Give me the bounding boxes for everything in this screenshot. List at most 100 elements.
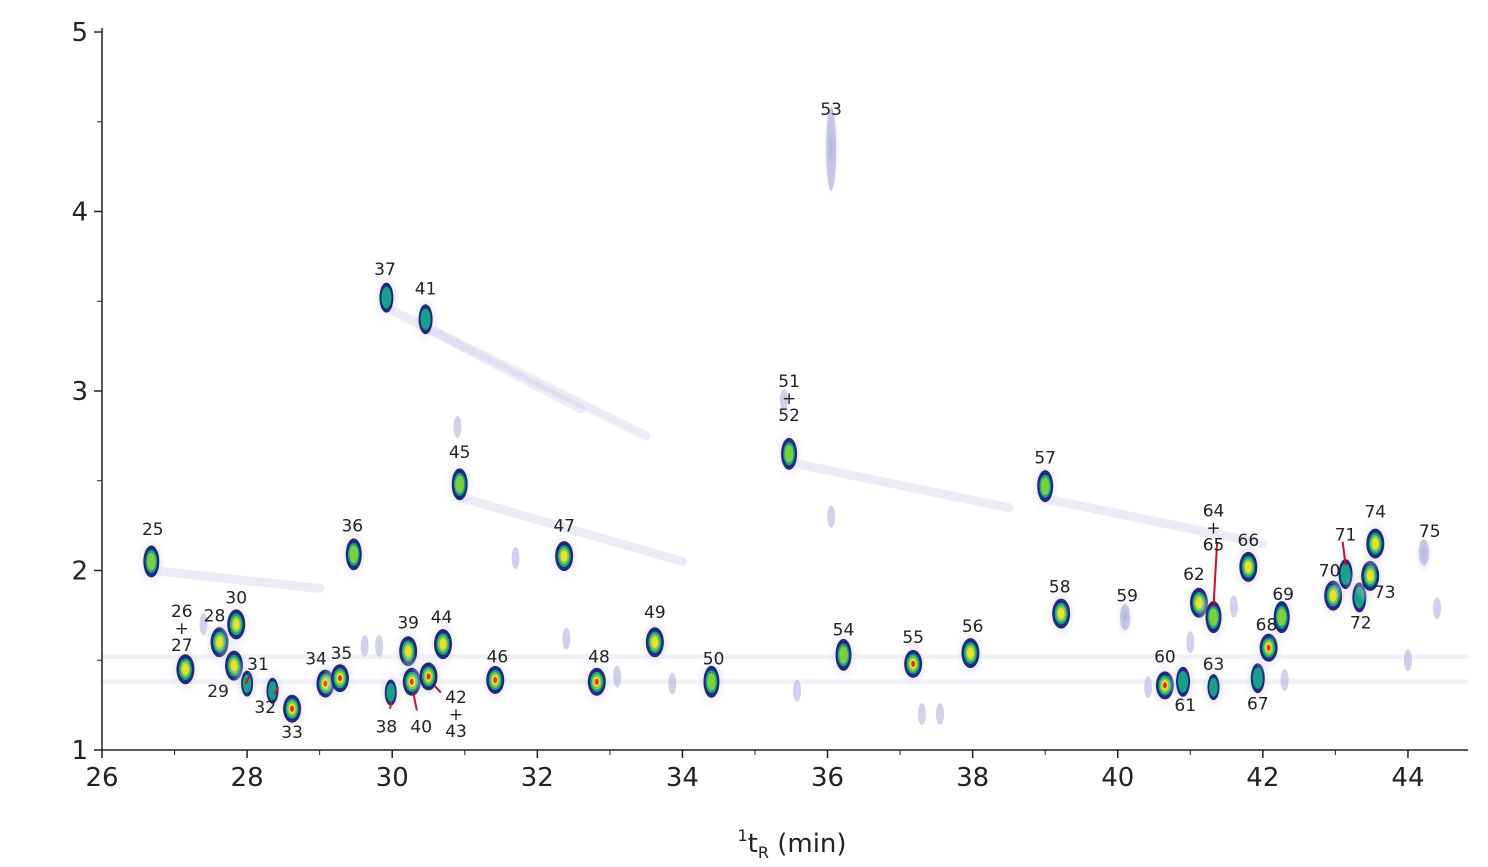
peak-contour <box>1277 608 1287 626</box>
peak-label-39: 39 <box>397 614 419 634</box>
x-tick-label: 42 <box>1246 763 1279 793</box>
peak-label-35: 35 <box>331 644 353 664</box>
peak-contour <box>242 674 252 693</box>
peak-label-57: 57 <box>1034 448 1056 468</box>
peak-59 <box>1115 592 1135 643</box>
peak-label-60: 60 <box>1154 648 1176 668</box>
peak-label-66: 66 <box>1238 531 1260 551</box>
peak-label-64+65: + <box>1206 518 1220 538</box>
peak-label-62: 62 <box>1183 565 1205 585</box>
peak-contour <box>439 638 447 650</box>
peak-31 <box>232 656 263 711</box>
peak-58 <box>1043 584 1080 643</box>
peak-44 <box>425 615 461 674</box>
background-streak <box>148 566 325 593</box>
peak-contour <box>232 618 240 631</box>
peak-46 <box>477 651 514 708</box>
peak-37 <box>370 268 403 327</box>
x-tick-label: 34 <box>666 763 699 793</box>
peak-label-49: 49 <box>644 603 666 623</box>
peak-halo <box>1115 592 1135 643</box>
peak-contour <box>967 647 974 659</box>
peak-label-28: 28 <box>204 606 226 626</box>
x-tick-label: 30 <box>376 763 409 793</box>
peaks-layer <box>134 94 1434 737</box>
y-tick-label: 4 <box>71 198 88 228</box>
peak-36 <box>336 524 371 585</box>
peak-56 <box>952 624 989 683</box>
peak-contour <box>381 286 392 309</box>
y-tick-label: 5 <box>71 18 88 48</box>
x-tick-label: 26 <box>85 763 118 793</box>
peak-contour <box>420 308 431 331</box>
x-tick-label: 44 <box>1391 763 1424 793</box>
background-spot <box>935 703 944 726</box>
x-tick-label: 32 <box>521 763 554 793</box>
peak-contour <box>1040 477 1050 495</box>
peak-label-40: 40 <box>410 718 432 738</box>
peak-label-32: 32 <box>254 698 276 718</box>
peak-64+65 <box>1196 587 1231 648</box>
peak-label-30: 30 <box>225 588 247 608</box>
x-tick-label: 36 <box>811 763 844 793</box>
peak-contour <box>1178 670 1189 693</box>
peak-61 <box>1167 652 1200 711</box>
leader-line-71 <box>1341 541 1347 566</box>
peak-label-69: 69 <box>1272 585 1294 605</box>
peak-47 <box>546 527 583 586</box>
peak-label-51+52: 52 <box>778 406 800 426</box>
peak-69 <box>1264 587 1299 648</box>
peak-contour <box>146 552 156 571</box>
leader-line-40 <box>412 692 418 711</box>
peak-contour <box>1244 561 1252 573</box>
background-spot <box>793 679 802 702</box>
peak-label-26+27: 27 <box>171 636 193 656</box>
peak-75 <box>1413 527 1434 578</box>
peak-33 <box>274 680 311 737</box>
peak-contour <box>386 683 396 702</box>
leader-line-38 <box>389 701 393 709</box>
peak-label-38: 38 <box>376 718 398 738</box>
peak-contour <box>1252 667 1263 689</box>
peak-label-26+27: 26 <box>171 602 193 622</box>
peak-label-68: 68 <box>1256 615 1278 635</box>
background-spot <box>917 703 926 726</box>
background-streak <box>786 458 1014 513</box>
peak-48 <box>578 653 615 710</box>
peak-label-63: 63 <box>1203 655 1225 675</box>
peak-50 <box>694 651 729 712</box>
peak-contour <box>1266 644 1271 651</box>
peak-contour <box>1057 607 1065 620</box>
peak-label-46: 46 <box>487 648 509 668</box>
background-spot <box>668 672 677 695</box>
peak-label-47: 47 <box>553 517 575 537</box>
peak-label-58: 58 <box>1049 578 1071 598</box>
x-tick-label: 38 <box>956 763 989 793</box>
x-axis-title-sup: 1 <box>737 826 747 845</box>
peak-label-53: 53 <box>820 100 842 120</box>
peak-25 <box>134 531 169 592</box>
background-streak <box>1040 494 1268 549</box>
peak-contour <box>1162 682 1167 689</box>
peak-label-54: 54 <box>833 621 855 641</box>
peak-label-42+43: 42 <box>445 688 467 708</box>
peak-label-29: 29 <box>207 682 229 702</box>
x-axis-title-sub: R <box>758 843 769 862</box>
peak-label-59: 59 <box>1116 587 1138 607</box>
peak-contour <box>707 672 716 691</box>
peak-label-51+52: + <box>782 389 796 409</box>
peak-label-34: 34 <box>305 649 327 669</box>
background-spot <box>453 415 462 438</box>
peak-label-74: 74 <box>1364 502 1386 522</box>
background-spot <box>1229 595 1238 618</box>
peak-57 <box>1028 456 1063 517</box>
peak-label-56: 56 <box>962 617 984 637</box>
peak-contour <box>911 660 916 667</box>
peak-30 <box>218 595 255 654</box>
peak-label-61: 61 <box>1174 696 1196 716</box>
leader-line-64+65 <box>1212 541 1219 607</box>
x-tick-label: 40 <box>1101 763 1134 793</box>
x-axis-title: 1tR (min) <box>737 826 846 862</box>
background-spot <box>511 546 520 569</box>
